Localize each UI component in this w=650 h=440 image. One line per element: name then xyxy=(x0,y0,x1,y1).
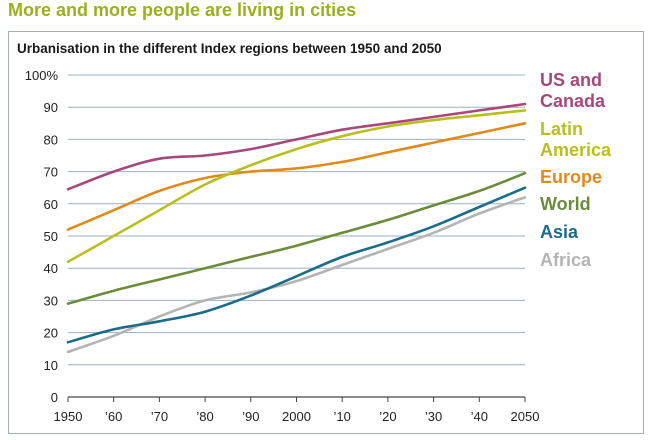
series-label-europe: Europe xyxy=(540,167,602,187)
x-tick-label: 1950 xyxy=(54,409,83,424)
y-tick-label: 20 xyxy=(44,326,58,341)
y-tick-label: 100% xyxy=(25,68,59,83)
headline: More and more people are living in citie… xyxy=(8,0,357,20)
x-tick-label: ’90 xyxy=(242,409,259,424)
chart-panel xyxy=(8,31,644,434)
y-tick-label: 60 xyxy=(44,197,58,212)
y-tick-label: 40 xyxy=(44,261,58,276)
y-tick-label: 0 xyxy=(51,390,58,405)
y-tick-label: 80 xyxy=(44,132,58,147)
series-lines xyxy=(66,102,527,354)
series-line-world xyxy=(66,171,527,305)
x-tick-label: ’40 xyxy=(471,409,488,424)
series-line-asia xyxy=(66,186,527,344)
x-tick-label: ’20 xyxy=(379,409,396,424)
series-label-asia: Asia xyxy=(540,222,579,242)
series-line-us-and-canada xyxy=(66,102,527,191)
series-line-latin-america xyxy=(66,109,527,264)
x-tick-label: ’30 xyxy=(425,409,442,424)
x-tick-label: ’80 xyxy=(196,409,213,424)
x-tick-label: 2050 xyxy=(511,409,540,424)
y-tick-label: 70 xyxy=(44,165,58,180)
chart-title: Urbanisation in the different Index regi… xyxy=(17,41,442,56)
y-tick-label: 30 xyxy=(44,293,58,308)
gridlines xyxy=(67,74,526,402)
series-labels: US and Canada Latin America Europe World Asia A… xyxy=(540,70,612,270)
series-line-africa xyxy=(66,196,527,354)
x-tick-label: ’60 xyxy=(105,409,122,424)
y-tick-label: 10 xyxy=(44,358,58,373)
x-axis-tick-labels: 1950 ’60 ’70 ’80 ’90 2000 ’10 ’20 ’30 ’40 2050 xyxy=(54,409,540,424)
series-label-world: World xyxy=(540,194,591,214)
x-tick-label: 2000 xyxy=(282,409,311,424)
y-tick-label: 50 xyxy=(44,229,58,244)
x-tick-label: ’10 xyxy=(334,409,351,424)
y-tick-label: 90 xyxy=(44,100,58,115)
series-line-europe xyxy=(66,122,527,231)
series-label-africa: Africa xyxy=(540,250,592,270)
y-axis-tick-labels: 0 10 20 30 40 50 60 70 80 90 100% xyxy=(25,68,59,405)
x-tick-label: ’70 xyxy=(151,409,168,424)
series-label-us-and-canada: US and Canada xyxy=(540,70,606,111)
series-label-latin-america: Latin America xyxy=(540,119,612,160)
